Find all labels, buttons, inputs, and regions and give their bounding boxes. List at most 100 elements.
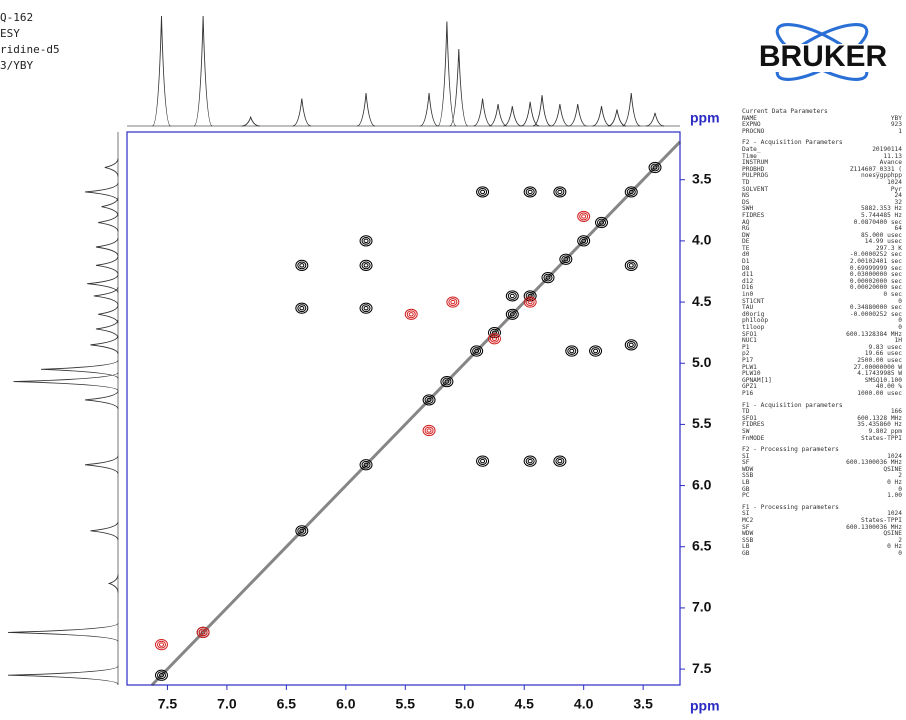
- parameter-row: TE 297.3 K: [742, 245, 902, 253]
- parameter-row: SI 1024: [742, 511, 902, 518]
- y-axis-label: ppm: [690, 110, 720, 126]
- parameter-name: d11: [742, 271, 754, 279]
- cross-peak: [595, 216, 609, 229]
- contour-ring: [363, 263, 369, 268]
- contour-ring: [563, 257, 569, 262]
- projection-peak: [419, 92, 439, 127]
- projection-peak: [503, 106, 522, 127]
- parameter-value: 11.13: [883, 152, 902, 160]
- parameter-value: 0: [898, 324, 902, 331]
- contour-ring: [474, 348, 480, 354]
- section-title: F1 - Acquisition parameters: [742, 401, 843, 409]
- logo: BRUKER: [742, 23, 904, 81]
- contour-ring: [299, 263, 305, 268]
- section-title: Current Data Parameters: [742, 108, 828, 115]
- parameter-value: 1H: [894, 337, 902, 345]
- parameter-row: d12 0.00002000 sec: [742, 278, 902, 286]
- contour-ring: [628, 263, 634, 268]
- contour-ring: [156, 671, 166, 680]
- contour-ring: [650, 163, 660, 172]
- contour-ring: [525, 188, 535, 196]
- contour-ring: [565, 345, 579, 357]
- contour-ring: [408, 312, 414, 317]
- y-tick-label: 6.5: [692, 537, 712, 553]
- parameter-name: SFO1: [742, 414, 757, 422]
- cross-peak: [446, 296, 460, 308]
- parameter-name: ST1CNT: [742, 297, 765, 305]
- contour-ring: [541, 271, 555, 284]
- parameter-value: 20190114: [872, 145, 902, 153]
- parameter-section: F1 - Acquisition parameters TD 166 SFO1 600.…: [742, 401, 902, 443]
- parameter-row: Time 11.13: [742, 152, 902, 161]
- cross-peak: [624, 339, 638, 351]
- contour-ring: [444, 379, 450, 384]
- x-tick-label: 4.0: [574, 696, 594, 712]
- parameter-row: GB 0: [742, 486, 902, 494]
- parameter-value: 0: [898, 297, 902, 305]
- parameter-row: INSTRUM Avance: [742, 160, 902, 167]
- parameter-name: TD: [742, 178, 750, 186]
- projection-peak: [90, 335, 119, 354]
- parameter-value: 0.0870400 sec: [853, 218, 902, 226]
- cross-peak: [553, 455, 567, 467]
- contour-ring: [489, 328, 499, 337]
- contour-ring: [597, 218, 607, 227]
- parameter-row: FIDRES 5.744485 Hz: [742, 212, 902, 220]
- parameter-row: NS 24: [742, 193, 902, 200]
- parameter-name: DE: [742, 238, 750, 246]
- parameter-row: SSB 2: [742, 536, 902, 545]
- parameter-row: AQ 0.0870400 sec: [742, 218, 902, 227]
- contour-ring: [569, 348, 575, 354]
- contour-ring: [422, 424, 436, 437]
- contour-ring: [489, 334, 499, 343]
- projection-peak: [84, 182, 119, 202]
- plot-frame: [126, 131, 681, 686]
- parameter-row: DE 14.99 usec: [742, 239, 902, 246]
- parameter-name: SF: [742, 523, 750, 531]
- projection-peak: [84, 390, 119, 410]
- projection-peak: [98, 305, 119, 324]
- cross-peak: [559, 253, 573, 265]
- parameter-row: PLW1 27.00000000 W: [742, 363, 902, 372]
- contour-ring: [426, 397, 432, 403]
- parameter-value: States-TPPI: [861, 434, 902, 442]
- parameter-row: in0 0 sec: [742, 291, 902, 299]
- header-line: ridine-d5: [0, 43, 60, 56]
- x-tick-label: 4.5: [514, 696, 534, 712]
- parameter-value: 2: [898, 472, 902, 480]
- parameter-value: 35.435860 Hz: [857, 421, 902, 429]
- parameter-name: SF: [742, 459, 750, 467]
- contour-ring: [523, 296, 537, 308]
- parameter-row: PROCNO 1: [742, 128, 902, 136]
- parameter-name: t1loop: [742, 324, 765, 331]
- parameter-value: 19.66 usec: [864, 350, 902, 358]
- cross-peak: [404, 308, 418, 320]
- projection-peak: [13, 372, 119, 392]
- parameter-name: WDW: [742, 465, 754, 473]
- parameter-row: ph1loop 0: [742, 318, 902, 325]
- contour-ring: [553, 186, 567, 198]
- parameter-name: P17: [742, 356, 754, 364]
- cross-peak: [577, 210, 591, 223]
- parameter-row: SWH 5882.353 Hz: [742, 206, 902, 213]
- parameter-name: DW: [742, 231, 750, 239]
- projection-peak: [241, 115, 260, 127]
- contour-ring: [361, 261, 371, 270]
- parameter-name: SI: [742, 452, 750, 460]
- diagonal: [150, 140, 682, 687]
- parameter-name: GPNAM[1]: [742, 376, 772, 384]
- parameter-name: Date_: [742, 145, 761, 153]
- parameter-row: GPNAM[1] SMSQ10.100: [742, 376, 902, 385]
- contour-ring: [295, 259, 309, 271]
- projection-peak: [193, 15, 213, 127]
- parameter-name: INSTRUM: [742, 159, 769, 167]
- y-tick-label: 5.0: [692, 354, 712, 370]
- contour-ring: [406, 310, 416, 319]
- cross-peak: [359, 302, 373, 314]
- contour-ring: [591, 347, 601, 355]
- parameter-name: SSB: [742, 536, 754, 544]
- parameter-value: 27.00000000 W: [853, 363, 902, 371]
- contour-ring: [478, 188, 488, 196]
- parameter-row: PULPROG noesygpphpp: [742, 173, 902, 180]
- parameter-name: FIDRES: [742, 421, 765, 429]
